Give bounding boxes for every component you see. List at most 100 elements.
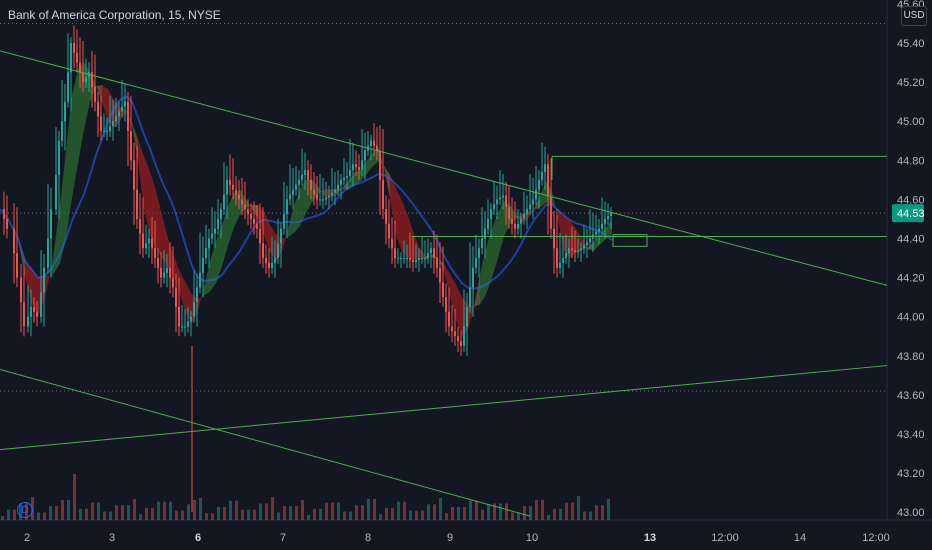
ribbon-segment: [480, 248, 486, 305]
candle-body: [154, 248, 156, 259]
candle-body: [463, 326, 465, 347]
price-tick-label: 44.20: [897, 273, 925, 285]
volume-bar: [445, 513, 448, 520]
volume-bar: [1, 516, 4, 520]
candle-body: [181, 326, 183, 328]
candle-body: [61, 121, 63, 141]
volume-bar: [109, 511, 112, 520]
candle-body: [607, 216, 609, 219]
candle-body: [193, 302, 195, 317]
ribbon-segment: [222, 205, 228, 267]
candle-body: [382, 179, 384, 210]
candle-body: [118, 111, 120, 117]
candle-body: [280, 228, 282, 244]
candle-body: [97, 101, 99, 117]
volume-bar: [379, 514, 382, 520]
candle-body: [178, 306, 180, 327]
volume-bar: [259, 503, 262, 520]
price-tick-label: 44.40: [897, 233, 925, 245]
candle-body: [47, 238, 49, 268]
candle-body: [145, 243, 147, 249]
ribbon-segment: [300, 179, 306, 226]
candle-body: [100, 116, 102, 131]
volume-bar: [535, 499, 538, 520]
volume-bar: [547, 515, 550, 520]
candle-body: [30, 306, 32, 317]
currency-button[interactable]: USD: [901, 6, 927, 26]
ribbon-segment: [390, 174, 396, 236]
candle-body: [358, 167, 360, 171]
candle-body: [337, 184, 339, 190]
candle-body: [115, 116, 117, 122]
volume-bar: [91, 502, 94, 520]
candle-body: [250, 214, 252, 219]
volume-bar: [565, 502, 568, 520]
volume-bar: [67, 499, 70, 520]
volume-bar: [343, 511, 346, 520]
price-tick-label: 45.60: [897, 0, 925, 11]
ribbon-segment: [450, 273, 456, 320]
candle-body: [304, 170, 306, 175]
volume-bar: [151, 507, 154, 520]
volume-bar: [289, 506, 292, 520]
candle-body: [529, 204, 531, 210]
volume-bar: [337, 502, 340, 520]
candle-body: [379, 150, 381, 180]
volume-bar: [115, 505, 118, 520]
ribbon-segment: [156, 191, 162, 259]
candle-body: [472, 267, 474, 288]
volume-bar: [211, 513, 214, 520]
volume-bar: [37, 512, 40, 520]
candle-body: [544, 164, 546, 173]
candle-body: [364, 150, 366, 161]
volume-bar: [331, 502, 334, 520]
volume-bar: [583, 511, 586, 520]
candle-body: [466, 306, 468, 327]
ribbon-segment: [264, 211, 270, 252]
candle-body: [316, 194, 318, 200]
trendline: [0, 50, 888, 286]
volume-bar: [391, 507, 394, 520]
volume-bar: [403, 501, 406, 520]
volume-bar: [511, 512, 514, 520]
candle-body: [262, 243, 264, 259]
candle-body: [580, 248, 582, 251]
candle-body: [190, 316, 192, 322]
volume-bar: [145, 507, 148, 520]
candle-body: [502, 195, 504, 198]
candle-body: [520, 218, 522, 224]
ribbon-segment: [486, 228, 492, 295]
volume-bar: [481, 509, 484, 520]
candle-body: [175, 287, 177, 307]
volume-bar: [193, 500, 196, 520]
volume-bar: [247, 509, 250, 520]
volume-bar: [589, 511, 592, 520]
candle-body: [208, 238, 210, 249]
dividend-marker-icon[interactable]: D: [17, 502, 33, 518]
candle-body: [253, 218, 255, 224]
volume-bar: [325, 502, 328, 520]
volume-bar: [505, 503, 508, 520]
time-tick-label: 10: [526, 532, 538, 544]
time-tick-label: 9: [447, 532, 453, 544]
volume-bar: [313, 508, 316, 520]
candle-body: [610, 213, 612, 217]
candle-body: [256, 223, 258, 229]
candle-body: [514, 223, 516, 229]
volume-bar: [295, 506, 298, 520]
ribbon-segment: [396, 188, 402, 252]
candle-body: [427, 253, 429, 259]
candle-body: [496, 199, 498, 205]
trendline: [0, 365, 888, 451]
volume-bar: [175, 510, 178, 520]
volume-bar: [541, 499, 544, 520]
candle-body: [307, 170, 309, 180]
candle-body: [94, 86, 96, 102]
volume-bar: [367, 498, 370, 520]
volume-bar: [265, 503, 268, 520]
candle-body: [469, 287, 471, 307]
candle-body: [376, 145, 378, 151]
volume-bar: [361, 505, 364, 520]
